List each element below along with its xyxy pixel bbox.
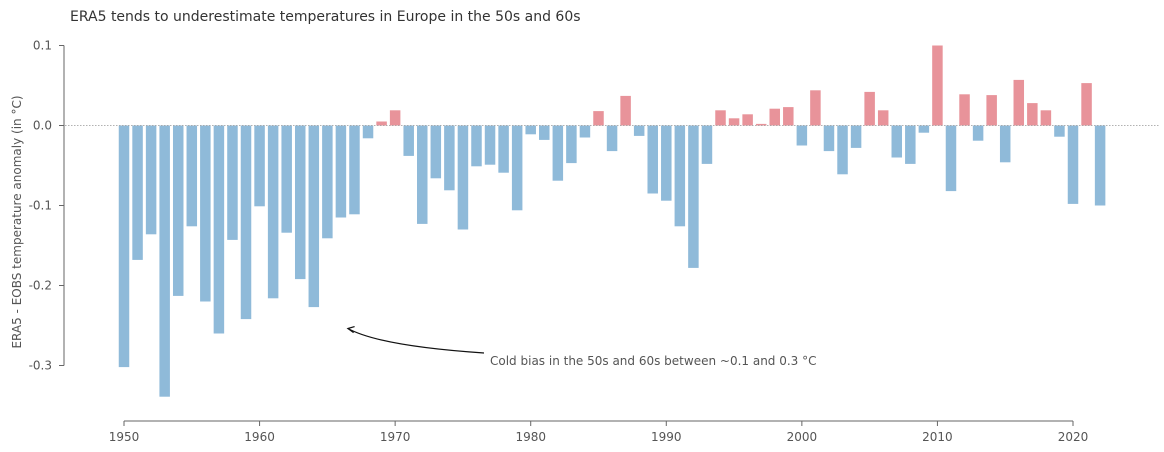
bar-1973 [430,125,442,179]
bar-1995 [728,118,740,126]
bar-1992 [688,125,699,268]
bar-2000 [796,125,808,146]
chart-title: ERA5 tends to underestimate temperatures… [70,9,581,25]
bar-1976 [471,125,482,167]
bar-2010 [932,45,943,126]
bar-2018 [1040,110,1052,126]
bar-1969 [376,121,387,126]
x-tick-label: 2010 [922,430,953,444]
bar-1950 [118,125,130,368]
bar-2009 [918,125,930,133]
bar-1982 [552,125,564,181]
bar-1951 [132,125,143,260]
bar-1991 [674,125,686,227]
bar-1986 [606,125,618,152]
bar-2013 [972,125,984,141]
bar-1967 [349,125,360,215]
bar-1972 [417,125,428,224]
annotation-arrowhead [346,326,355,334]
bar-1980 [525,125,536,135]
bar-2003 [837,125,848,175]
x-tick-label: 1970 [380,430,411,444]
y-tick-label: 0.0 [33,119,52,133]
bar-1975 [457,125,469,230]
bar-2014 [986,95,997,126]
bar-1978 [498,125,509,173]
bar-2005 [864,91,875,126]
bar-1997 [755,123,767,126]
x-tick-label: 1980 [515,430,546,444]
bar-2021 [1081,83,1092,126]
bar-1984 [579,125,591,138]
bar-1983 [566,125,577,164]
bar-1993 [701,125,713,164]
bar-1966 [335,125,347,218]
y-axis: 0.1 0.0 -0.1 -0.2 -0.3 [29,39,65,373]
bar-1955 [186,125,198,227]
bar-2012 [959,94,970,126]
bar-2016 [1013,79,1025,126]
bar-1989 [647,125,658,194]
bar-2017 [1027,103,1038,126]
x-tick-label: 2000 [787,430,818,444]
bar-1994 [715,110,726,126]
bar-1952 [145,125,157,235]
bar-1979 [511,125,523,211]
bar-1965 [322,125,333,239]
annotation-arrow [347,327,485,354]
bar-1981 [539,125,550,140]
bar-1970 [389,110,401,126]
bar-1960 [254,125,265,207]
bar-1956 [200,125,211,302]
y-tick-label: 0.1 [33,39,52,53]
x-tick-label: 1990 [651,430,682,444]
bar-1971 [403,125,414,156]
bar-1964 [308,125,320,308]
y-axis-label: ERA5 - EOBS temperature anomaly (in °C) [10,95,24,348]
bar-1996 [742,114,753,126]
x-axis: 1950 1960 1970 1980 1990 2000 2010 2020 [109,420,1089,444]
bar-1988 [633,125,645,136]
x-tick-label: 2020 [1058,430,1089,444]
bar-1958 [227,125,238,240]
y-tick-label: -0.3 [29,359,52,373]
bar-2002 [823,125,835,152]
bar-1990 [661,125,672,201]
bar-1954 [172,125,184,296]
bar-1998 [769,108,780,126]
bar-1961 [267,125,279,299]
x-tick-label: 1960 [244,430,275,444]
bar-1999 [783,107,794,126]
bar-2001 [810,90,821,126]
y-tick-label: -0.1 [29,199,52,213]
bar-1985 [593,111,604,126]
x-tick-label: 1950 [109,430,140,444]
bar-2004 [850,125,862,148]
bar-1959 [240,125,252,320]
bar-1974 [444,125,455,191]
bar-2019 [1054,125,1065,137]
bar-1953 [159,125,170,397]
bar-2022 [1094,125,1106,206]
annotation-text: Cold bias in the 50s and 60s between ~0.… [490,354,817,368]
bar-2007 [891,125,903,158]
annotation-group: Cold bias in the 50s and 60s between ~0.… [346,326,817,368]
bar-1977 [484,125,496,165]
y-tick-label: -0.2 [29,279,52,293]
bar-1987 [620,95,631,126]
bar-1968 [362,125,374,139]
bar-1962 [281,125,292,233]
bar-2020 [1067,125,1079,204]
bar-2008 [905,125,916,164]
bar-1963 [294,125,306,280]
bar-2011 [945,125,957,192]
bar-1957 [213,125,225,334]
bar-2006 [877,110,889,126]
bar-2015 [999,125,1011,163]
bars-group [118,45,1106,397]
